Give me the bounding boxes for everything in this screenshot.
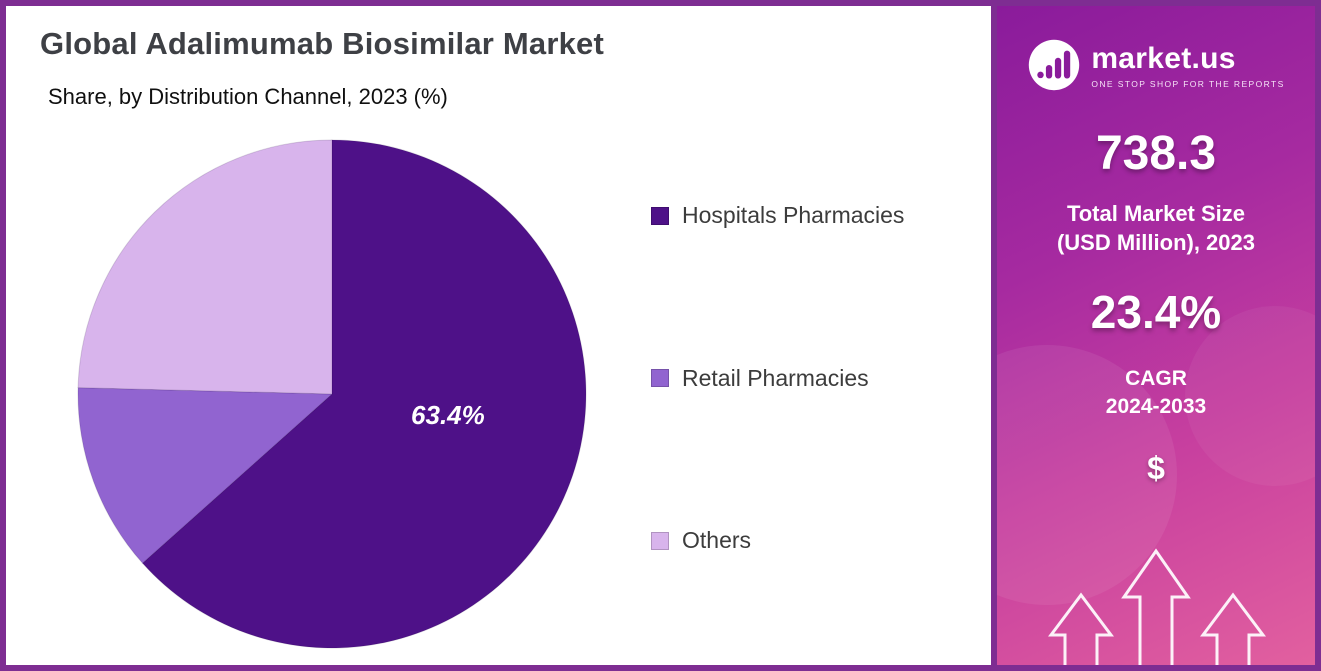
legend-item: Hospitals Pharmacies xyxy=(651,202,904,229)
brand-sidebar: market.us ONE STOP SHOP FOR THE REPORTS … xyxy=(991,6,1315,665)
cagr-value: 23.4% xyxy=(1090,286,1222,339)
pie-slice-1 xyxy=(77,387,334,564)
logo-text-block: market.us ONE STOP SHOP FOR THE REPORTS xyxy=(1091,42,1284,89)
logo-tagline: ONE STOP SHOP FOR THE REPORTS xyxy=(1091,78,1285,89)
pie-slice-value-label: 63.4% xyxy=(411,400,485,430)
growth-arrows-icon xyxy=(1048,548,1266,665)
growth-arrow-icon xyxy=(1048,592,1114,665)
marketus-logo-icon xyxy=(1027,38,1081,92)
legend-label: Retail Pharmacies xyxy=(682,364,869,391)
marketus-logo: market.us ONE STOP SHOP FOR THE REPORTS xyxy=(1027,38,1284,92)
legend-swatch-icon xyxy=(651,206,669,225)
pie-slice-0 xyxy=(141,139,587,649)
chart-title: Global Adalimumab Biosimilar Market xyxy=(40,26,604,61)
dollar-symbol: $ xyxy=(1147,449,1165,486)
total-market-size-label-line1: Total Market Size xyxy=(1066,201,1246,226)
pie-chart-svg: 63.4% xyxy=(77,139,587,649)
chart-subtitle: Share, by Distribution Channel, 2023 (%) xyxy=(48,84,448,109)
legend-item: Retail Pharmacies xyxy=(651,365,904,392)
cagr-label-text: CAGR xyxy=(1125,367,1187,391)
legend-swatch-icon xyxy=(651,369,669,387)
growth-arrow-icon xyxy=(1121,548,1191,665)
cagr-label: CAGR 2024-2033 xyxy=(1106,365,1206,422)
total-market-size-label-line2: (USD Million), 2023 xyxy=(1056,230,1256,256)
pie-slice-2 xyxy=(77,139,333,395)
total-market-size-value: 738.3 xyxy=(1095,127,1217,180)
legend-label: Hospitals Pharmacies xyxy=(682,202,905,228)
chart-area: Global Adalimumab Biosimilar Market Shar… xyxy=(6,6,991,665)
legend-item: Others xyxy=(651,527,904,554)
cagr-period: 2024-2033 xyxy=(1105,395,1207,419)
legend-swatch-icon xyxy=(651,531,669,550)
total-market-size-label: Total Market Size (USD Million), 2023 xyxy=(1057,199,1255,257)
logo-name: market.us xyxy=(1091,41,1236,75)
growth-arrow-icon xyxy=(1200,592,1266,665)
legend-label: Others xyxy=(682,527,752,553)
pie-chart: 63.4% xyxy=(74,136,590,652)
chart-legend: Hospitals Pharmacies Retail Pharmacies Oth… xyxy=(651,202,904,554)
